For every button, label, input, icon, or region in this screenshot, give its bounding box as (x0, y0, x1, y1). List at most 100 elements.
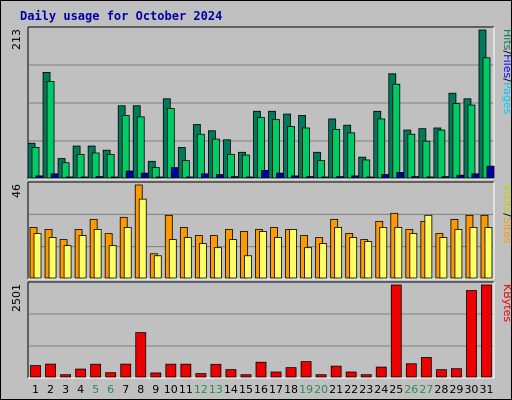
bar-kbytes-day-8 (135, 332, 147, 378)
bar-kbytes-day-24 (375, 366, 387, 378)
bar-sites-day-29 (454, 229, 463, 279)
x-tick-label-day-1: 1 (32, 383, 39, 396)
bar-kbytes-day-27 (420, 357, 432, 378)
bar-sites-day-1 (33, 233, 42, 279)
bar-kbytes-day-11 (180, 363, 192, 378)
x-tick-label-day-5: 5 (92, 383, 99, 396)
bar-kbytes-day-31 (481, 284, 492, 378)
bar-sites-day-31 (484, 227, 493, 279)
bar-sites-day-6 (108, 245, 117, 279)
bar-pages-day-12 (200, 173, 209, 179)
bar-kbytes-day-16 (255, 361, 267, 378)
bar-pages-day-29 (456, 174, 465, 179)
x-tick-label-day-12: 12 (194, 383, 208, 396)
x-tick-label-day-15: 15 (239, 383, 253, 396)
bar-files-day-23 (362, 159, 371, 179)
bar-pages-day-2 (50, 173, 59, 179)
bar-sites-day-8 (138, 198, 147, 279)
bar-sites-day-20 (319, 243, 328, 279)
x-tick-label-day-13: 13 (209, 383, 223, 396)
bar-files-day-19 (302, 127, 310, 179)
bar-sites-day-21 (334, 227, 343, 279)
bar-files-day-3 (61, 162, 70, 179)
x-tick-label-day-23: 23 (359, 383, 373, 396)
x-tick-label-day-19: 19 (299, 383, 313, 396)
bar-kbytes-day-3 (60, 374, 71, 378)
bar-sites-day-27 (424, 214, 433, 279)
legend-item-kbytes: KBytes (501, 284, 511, 322)
x-tick-label-day-28: 28 (434, 383, 448, 396)
x-tick-label-day-3: 3 (62, 383, 69, 396)
bar-files-day-9 (151, 167, 160, 179)
legend-visits-sites: Visits/Sites (501, 184, 511, 244)
bar-pages-day-18 (291, 175, 299, 179)
x-tick-label-day-26: 26 (404, 383, 418, 396)
bar-files-day-21 (332, 128, 341, 179)
bar-pages-day-6 (110, 176, 119, 179)
bar-sites-day-18 (289, 229, 297, 279)
bar-files-day-30 (467, 104, 476, 179)
bar-sites-day-2 (48, 237, 57, 279)
x-tick-label-day-18: 18 (284, 383, 298, 396)
x-tick-label-day-29: 29 (449, 383, 463, 396)
x-tick-label-day-25: 25 (389, 383, 403, 396)
bar-sites-day-22 (349, 237, 358, 279)
bar-files-day-11 (181, 160, 190, 179)
bar-sites-day-13 (214, 247, 222, 279)
bar-pages-day-14 (231, 176, 239, 179)
x-tick-label-day-27: 27 (419, 383, 433, 396)
legend-item-sites: Sites (501, 217, 511, 244)
bar-pages-day-7 (125, 170, 134, 179)
legend-hits-files-pages: Hits/Files/Pages (501, 29, 511, 115)
bar-sites-day-19 (304, 247, 312, 279)
bar-files-day-12 (196, 133, 205, 179)
bar-sites-day-5 (93, 229, 102, 279)
x-tick-label-day-6: 6 (107, 383, 114, 396)
bar-pages-day-21 (336, 176, 345, 179)
x-tick-label-day-2: 2 (47, 383, 54, 396)
panel-kbytes: 2501 KBytes (10, 281, 511, 379)
bar-kbytes-day-30 (466, 290, 477, 378)
bar-kbytes-day-21 (330, 365, 342, 378)
panel-hits-files-pages: 213 Hits/Files/Pages (10, 26, 511, 180)
bar-files-day-25 (392, 83, 401, 179)
bar-pages-day-1 (35, 175, 44, 179)
bar-sites-day-16 (259, 231, 267, 279)
bar-files-day-4 (76, 153, 85, 179)
bar-sites-day-30 (469, 227, 478, 279)
y-max-label: 213 (10, 29, 23, 50)
x-tick-label-day-7: 7 (122, 383, 129, 396)
bar-sites-day-12 (198, 243, 207, 279)
x-tick-label-day-17: 17 (269, 383, 283, 396)
bar-kbytes-day-19 (300, 361, 312, 378)
bar-pages-day-5 (95, 176, 104, 179)
bar-kbytes-day-7 (120, 363, 132, 378)
bar-kbytes-day-4 (75, 368, 87, 378)
bar-kbytes-day-1 (30, 365, 41, 378)
x-tick-label-day-21: 21 (329, 383, 343, 396)
bar-sites-day-3 (63, 245, 72, 279)
bar-pages-day-11 (185, 176, 194, 179)
bar-kbytes-day-20 (315, 374, 327, 378)
bar-files-day-5 (91, 152, 100, 179)
bar-files-day-8 (136, 116, 145, 179)
bar-kbytes-day-17 (270, 371, 282, 378)
bar-kbytes-day-9 (150, 372, 162, 378)
bar-files-day-17 (272, 119, 280, 179)
x-tick-label-day-20: 20 (314, 383, 328, 396)
bar-sites-day-14 (229, 239, 237, 279)
x-tick-label-day-9: 9 (152, 383, 159, 396)
bar-pages-day-25 (396, 172, 405, 179)
bar-kbytes-day-10 (165, 363, 177, 378)
bar-files-day-6 (106, 153, 115, 179)
x-tick-label-day-30: 30 (464, 383, 478, 396)
x-tick-label-day-31: 31 (479, 383, 493, 396)
bar-files-day-29 (452, 103, 461, 179)
legend-item-pages: Pages (501, 82, 511, 115)
bar-kbytes-day-22 (345, 371, 357, 378)
bar-sites-day-10 (168, 239, 177, 279)
y-max-label: 46 (10, 184, 23, 198)
bar-kbytes-day-25 (390, 284, 402, 378)
